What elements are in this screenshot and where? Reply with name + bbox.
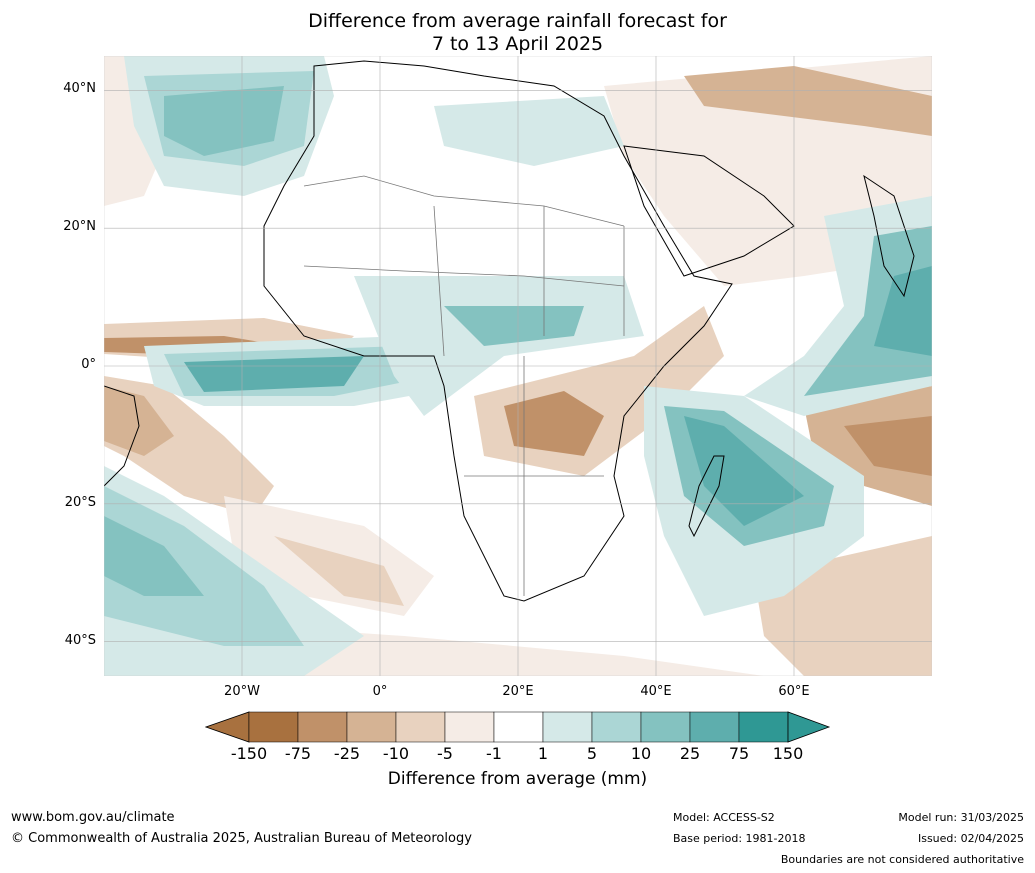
- colorbar-cell: [346, 711, 397, 743]
- model-run-info: Model run: 31/03/2025: [898, 811, 1024, 824]
- country-borders: [303, 175, 625, 596]
- boundaries-disclaimer: Boundaries are not considered authoritat…: [780, 853, 1024, 866]
- dry-region-east-africa-core: [504, 391, 604, 456]
- border-central: [433, 205, 625, 357]
- copyright-notice: © Commonwealth of Australia 2025, Austra…: [11, 831, 472, 846]
- longitude-label: 20°W: [224, 684, 260, 699]
- india-coastline: [863, 174, 915, 298]
- longitude-label: 20°E: [502, 684, 534, 699]
- longitude-label: 0°: [372, 684, 388, 699]
- wet-region-tropical-atlantic-core: [184, 356, 364, 392]
- colorbar-tick-label: -5: [437, 744, 453, 763]
- colorbar-cell: [738, 711, 789, 743]
- colorbar-high-extend: [787, 711, 831, 743]
- colorbar-cell: [248, 711, 299, 743]
- wet-region-mediterranean: [434, 96, 624, 166]
- colorbar-tick-label: -150: [230, 744, 268, 763]
- colorbar-tick-label: 150: [772, 744, 804, 763]
- dry-region-south-indian-core: [844, 416, 932, 476]
- dry-region-central-asia: [684, 66, 932, 136]
- south-america-coastline: [104, 385, 140, 487]
- madagascar-coastline: [688, 455, 725, 538]
- latitude-label: 40°N: [63, 81, 96, 97]
- border-sahara: [303, 175, 625, 227]
- land-outlines: [104, 60, 915, 602]
- colorbar-cell: [444, 711, 495, 743]
- colorbar-cell: [493, 711, 544, 743]
- map-title-line1: Difference from average rainfall forecas…: [308, 10, 727, 32]
- longitude-label: 40°E: [640, 684, 672, 699]
- longitude-label: 60°E: [778, 684, 810, 699]
- latitude-label: 20°N: [63, 219, 96, 235]
- colorbar-cell: [297, 711, 348, 743]
- border-southern: [464, 356, 604, 596]
- colorbar-tick-label: 1: [537, 744, 549, 763]
- africa-coastline: [263, 60, 733, 602]
- colorbar-tick-label: -1: [486, 744, 502, 763]
- anomaly-fields: [104, 56, 932, 676]
- latitude-label: 0°: [81, 357, 96, 372]
- border-sahel: [303, 265, 625, 287]
- colorbar-tick-label: -25: [333, 744, 361, 763]
- dry-region-south-atlantic-core: [274, 536, 404, 606]
- colorbar-cell: [395, 711, 446, 743]
- model-info: Model: ACCESS-S2: [673, 811, 775, 824]
- colorbar-title: Difference from average (mm): [387, 769, 648, 789]
- gridlines: [104, 56, 932, 676]
- wet-region-south-atlantic-core: [104, 516, 204, 596]
- latitude-label: 40°S: [64, 632, 96, 648]
- wet-region-madagascar-core: [684, 416, 804, 526]
- map-title-line2: 7 to 13 April 2025: [431, 33, 604, 55]
- colorbar: [205, 711, 831, 743]
- dry-region-sw-atlantic-core: [104, 386, 174, 456]
- arabian-peninsula-coastline: [623, 145, 795, 277]
- colorbar-cell: [542, 711, 593, 743]
- colorbar-cell: [640, 711, 691, 743]
- colorbar-tick-label: -10: [382, 744, 410, 763]
- wet-region-indian-ocean-mid: [804, 226, 932, 396]
- wet-region-indian-ocean-core: [874, 266, 932, 356]
- colorbar-cells: [205, 711, 831, 743]
- colorbar-cell: [591, 711, 642, 743]
- wet-region-north-atlantic-core: [164, 86, 284, 156]
- wet-region-south-atlantic-mid: [104, 486, 304, 646]
- base-period-info: Base period: 1981-2018: [673, 832, 806, 845]
- issued-info: Issued: 02/04/2025: [917, 832, 1024, 845]
- website-link[interactable]: www.bom.gov.au/climate: [11, 810, 175, 825]
- colorbar-tick-label: 5: [586, 744, 598, 763]
- colorbar-cell: [689, 711, 740, 743]
- colorbar-low-extend: [205, 711, 250, 743]
- wet-region-central-africa-core: [444, 306, 584, 346]
- colorbar-tick-label: 10: [630, 744, 652, 763]
- colorbar-tick-label: -75: [284, 744, 312, 763]
- colorbar-tick-label: 25: [679, 744, 701, 763]
- rainfall-anomaly-map: [104, 56, 932, 676]
- colorbar-tick-label: 75: [728, 744, 750, 763]
- latitude-label: 20°S: [64, 494, 96, 510]
